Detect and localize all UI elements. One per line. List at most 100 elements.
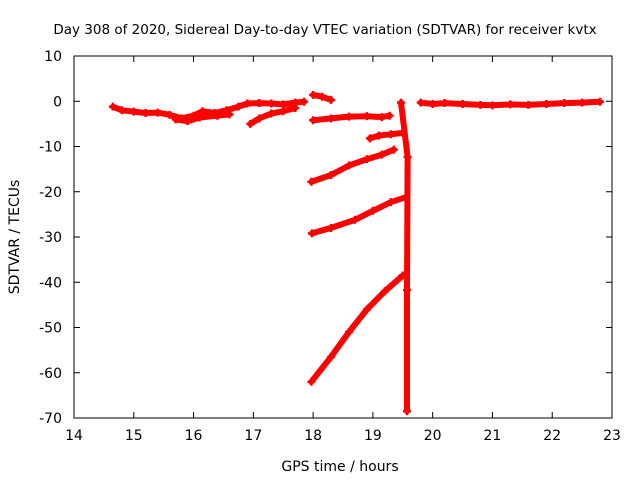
series-arc-minus-29 bbox=[307, 193, 410, 238]
data-point bbox=[307, 377, 316, 386]
data-point bbox=[267, 109, 276, 118]
data-point bbox=[344, 161, 353, 170]
series-lower-band-16-17 bbox=[171, 110, 234, 126]
data-point bbox=[440, 99, 449, 108]
data-point bbox=[524, 100, 533, 109]
y-tick-label: 0 bbox=[53, 94, 62, 110]
series-arc-minus-8 bbox=[365, 128, 407, 143]
data-point bbox=[402, 285, 411, 294]
data-point bbox=[300, 97, 309, 106]
data-point bbox=[291, 104, 300, 113]
data-point bbox=[213, 111, 222, 120]
y-tick-label: -60 bbox=[39, 366, 62, 382]
data-point bbox=[117, 106, 126, 115]
data-point bbox=[488, 101, 497, 110]
y-tick-label: -70 bbox=[39, 411, 62, 427]
data-point bbox=[350, 215, 359, 224]
data-point bbox=[309, 116, 318, 125]
data-point bbox=[362, 305, 371, 314]
data-point bbox=[396, 98, 405, 107]
x-tick-label: 23 bbox=[603, 428, 621, 444]
data-point bbox=[183, 117, 192, 126]
data-point bbox=[362, 112, 371, 121]
data-point bbox=[255, 114, 264, 123]
data-point bbox=[386, 198, 395, 207]
data-point bbox=[458, 99, 467, 108]
data-point bbox=[385, 111, 394, 120]
data-point bbox=[344, 112, 353, 121]
ticks-layer: 14 15 16 17 18 19 20 21 22 23 10 0 -10 -20 -30 -40 -50 -6… bbox=[39, 49, 621, 444]
series-isolated-points bbox=[396, 98, 412, 416]
data-point bbox=[318, 92, 327, 101]
y-tick-label: -40 bbox=[39, 275, 62, 291]
data-point bbox=[362, 155, 371, 164]
data-point bbox=[129, 107, 138, 116]
data-point bbox=[389, 145, 398, 154]
series-track bbox=[308, 272, 406, 385]
data-point bbox=[279, 100, 288, 109]
x-tick-label: 19 bbox=[364, 428, 382, 444]
x-tick-label: 22 bbox=[543, 428, 561, 444]
data-point bbox=[386, 130, 395, 139]
data-point bbox=[560, 99, 569, 108]
data-point bbox=[506, 100, 515, 109]
series-arc-minus-62 bbox=[307, 271, 407, 386]
data-point bbox=[255, 99, 264, 108]
data-point bbox=[195, 113, 204, 122]
x-tick-label: 18 bbox=[304, 428, 322, 444]
x-tick-label: 15 bbox=[125, 428, 143, 444]
data-layer bbox=[108, 90, 605, 416]
data-point bbox=[108, 102, 117, 111]
data-point bbox=[243, 99, 252, 108]
data-point bbox=[476, 100, 485, 109]
series-baseline-late bbox=[416, 97, 605, 110]
data-point bbox=[368, 206, 377, 215]
y-tick-label: 10 bbox=[44, 49, 62, 65]
y-axis-label: SDTVAR / TECUs bbox=[7, 180, 23, 295]
data-point bbox=[428, 99, 437, 108]
x-tick-label: 21 bbox=[484, 428, 502, 444]
data-point bbox=[225, 110, 234, 119]
x-tick-label: 17 bbox=[244, 428, 262, 444]
x-tick-label: 20 bbox=[424, 428, 442, 444]
x-tick-label: 16 bbox=[185, 428, 203, 444]
x-tick-label: 14 bbox=[65, 428, 83, 444]
series-rising-17 bbox=[246, 104, 300, 128]
data-point bbox=[327, 171, 336, 180]
data-point bbox=[307, 229, 316, 238]
series-arc-plus bbox=[309, 90, 336, 104]
data-point bbox=[234, 102, 243, 111]
data-point bbox=[344, 328, 353, 337]
x-axis-label: GPS time / hours bbox=[281, 459, 398, 475]
series-track bbox=[366, 129, 406, 142]
data-point bbox=[403, 152, 412, 161]
data-point bbox=[153, 108, 162, 117]
y-tick-label: -20 bbox=[39, 185, 62, 201]
series-track bbox=[398, 99, 411, 415]
data-point bbox=[309, 90, 318, 99]
data-point bbox=[279, 107, 288, 116]
series-arc-minus-18 bbox=[307, 145, 398, 186]
data-point bbox=[327, 95, 336, 104]
data-point bbox=[374, 131, 383, 140]
y-tick-label: -10 bbox=[39, 140, 62, 156]
series-arc-minus-4 bbox=[309, 111, 394, 125]
data-point bbox=[542, 99, 551, 108]
chart-title: Day 308 of 2020, Sidereal Day-to-day VTE… bbox=[53, 22, 596, 38]
data-point bbox=[267, 99, 276, 108]
data-point bbox=[171, 115, 180, 124]
series-track bbox=[247, 105, 299, 127]
data-point bbox=[596, 97, 605, 106]
data-point bbox=[578, 98, 587, 107]
data-point bbox=[327, 223, 336, 232]
data-point bbox=[377, 150, 386, 159]
data-point bbox=[327, 352, 336, 361]
data-point bbox=[307, 177, 316, 186]
data-point bbox=[377, 113, 386, 122]
data-point bbox=[246, 119, 255, 128]
data-point bbox=[380, 287, 389, 296]
plot-frame bbox=[73, 55, 613, 419]
data-point bbox=[141, 109, 150, 118]
y-tick-label: -30 bbox=[39, 230, 62, 246]
